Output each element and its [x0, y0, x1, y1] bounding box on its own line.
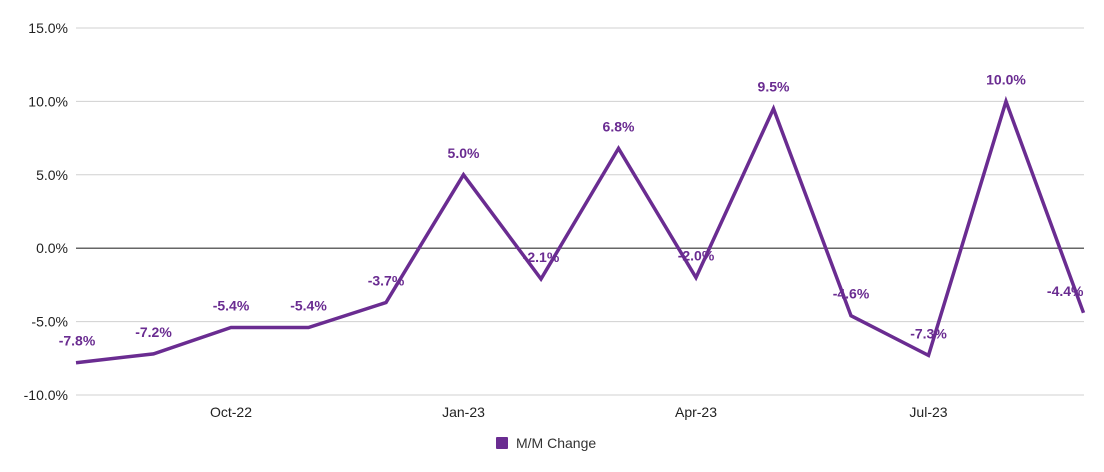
y-tick-label: 15.0% [28, 20, 68, 36]
x-tick-label: Oct-22 [210, 404, 252, 420]
x-tick-label: Jul-23 [909, 404, 947, 420]
legend-label: M/M Change [516, 435, 596, 451]
data-label: -4.6% [833, 286, 870, 302]
y-tick-label: 0.0% [36, 240, 68, 256]
data-label: 5.0% [448, 145, 480, 161]
data-label: -7.8% [59, 333, 96, 349]
x-axis: Oct-22 Jan-23 Apr-23 Jul-23 [210, 404, 948, 420]
x-tick-label: Jan-23 [442, 404, 485, 420]
series-line [75, 95, 1086, 365]
y-tick-label: -5.0% [31, 314, 68, 330]
series-group [75, 95, 1086, 365]
data-label: -2.0% [678, 248, 715, 264]
x-tick-label: Apr-23 [675, 404, 717, 420]
y-tick-label: 10.0% [28, 93, 68, 109]
data-label: -7.2% [135, 324, 172, 340]
data-label: 9.5% [758, 79, 790, 95]
grid-lines [76, 27, 1084, 396]
y-tick-label: -10.0% [24, 387, 68, 403]
y-tick-label: 5.0% [36, 167, 68, 183]
data-label: 10.0% [986, 71, 1026, 87]
data-label: -4.4% [1047, 283, 1084, 299]
y-axis: 15.0% 10.0% 5.0% 0.0% -5.0% -10.0% [24, 20, 68, 403]
legend: M/M Change [496, 435, 596, 451]
data-label: -7.3% [910, 325, 947, 341]
data-label: -3.7% [368, 273, 405, 289]
data-label: -5.4% [290, 297, 327, 313]
data-label: -2.1% [523, 249, 560, 265]
legend-swatch [496, 437, 508, 449]
data-label: 6.8% [603, 118, 635, 134]
data-label: -5.4% [213, 297, 250, 313]
data-labels: -7.8% -7.2% -5.4% -5.4% -3.7% 5.0% -2.1% 6.8% -2… [59, 71, 1084, 348]
